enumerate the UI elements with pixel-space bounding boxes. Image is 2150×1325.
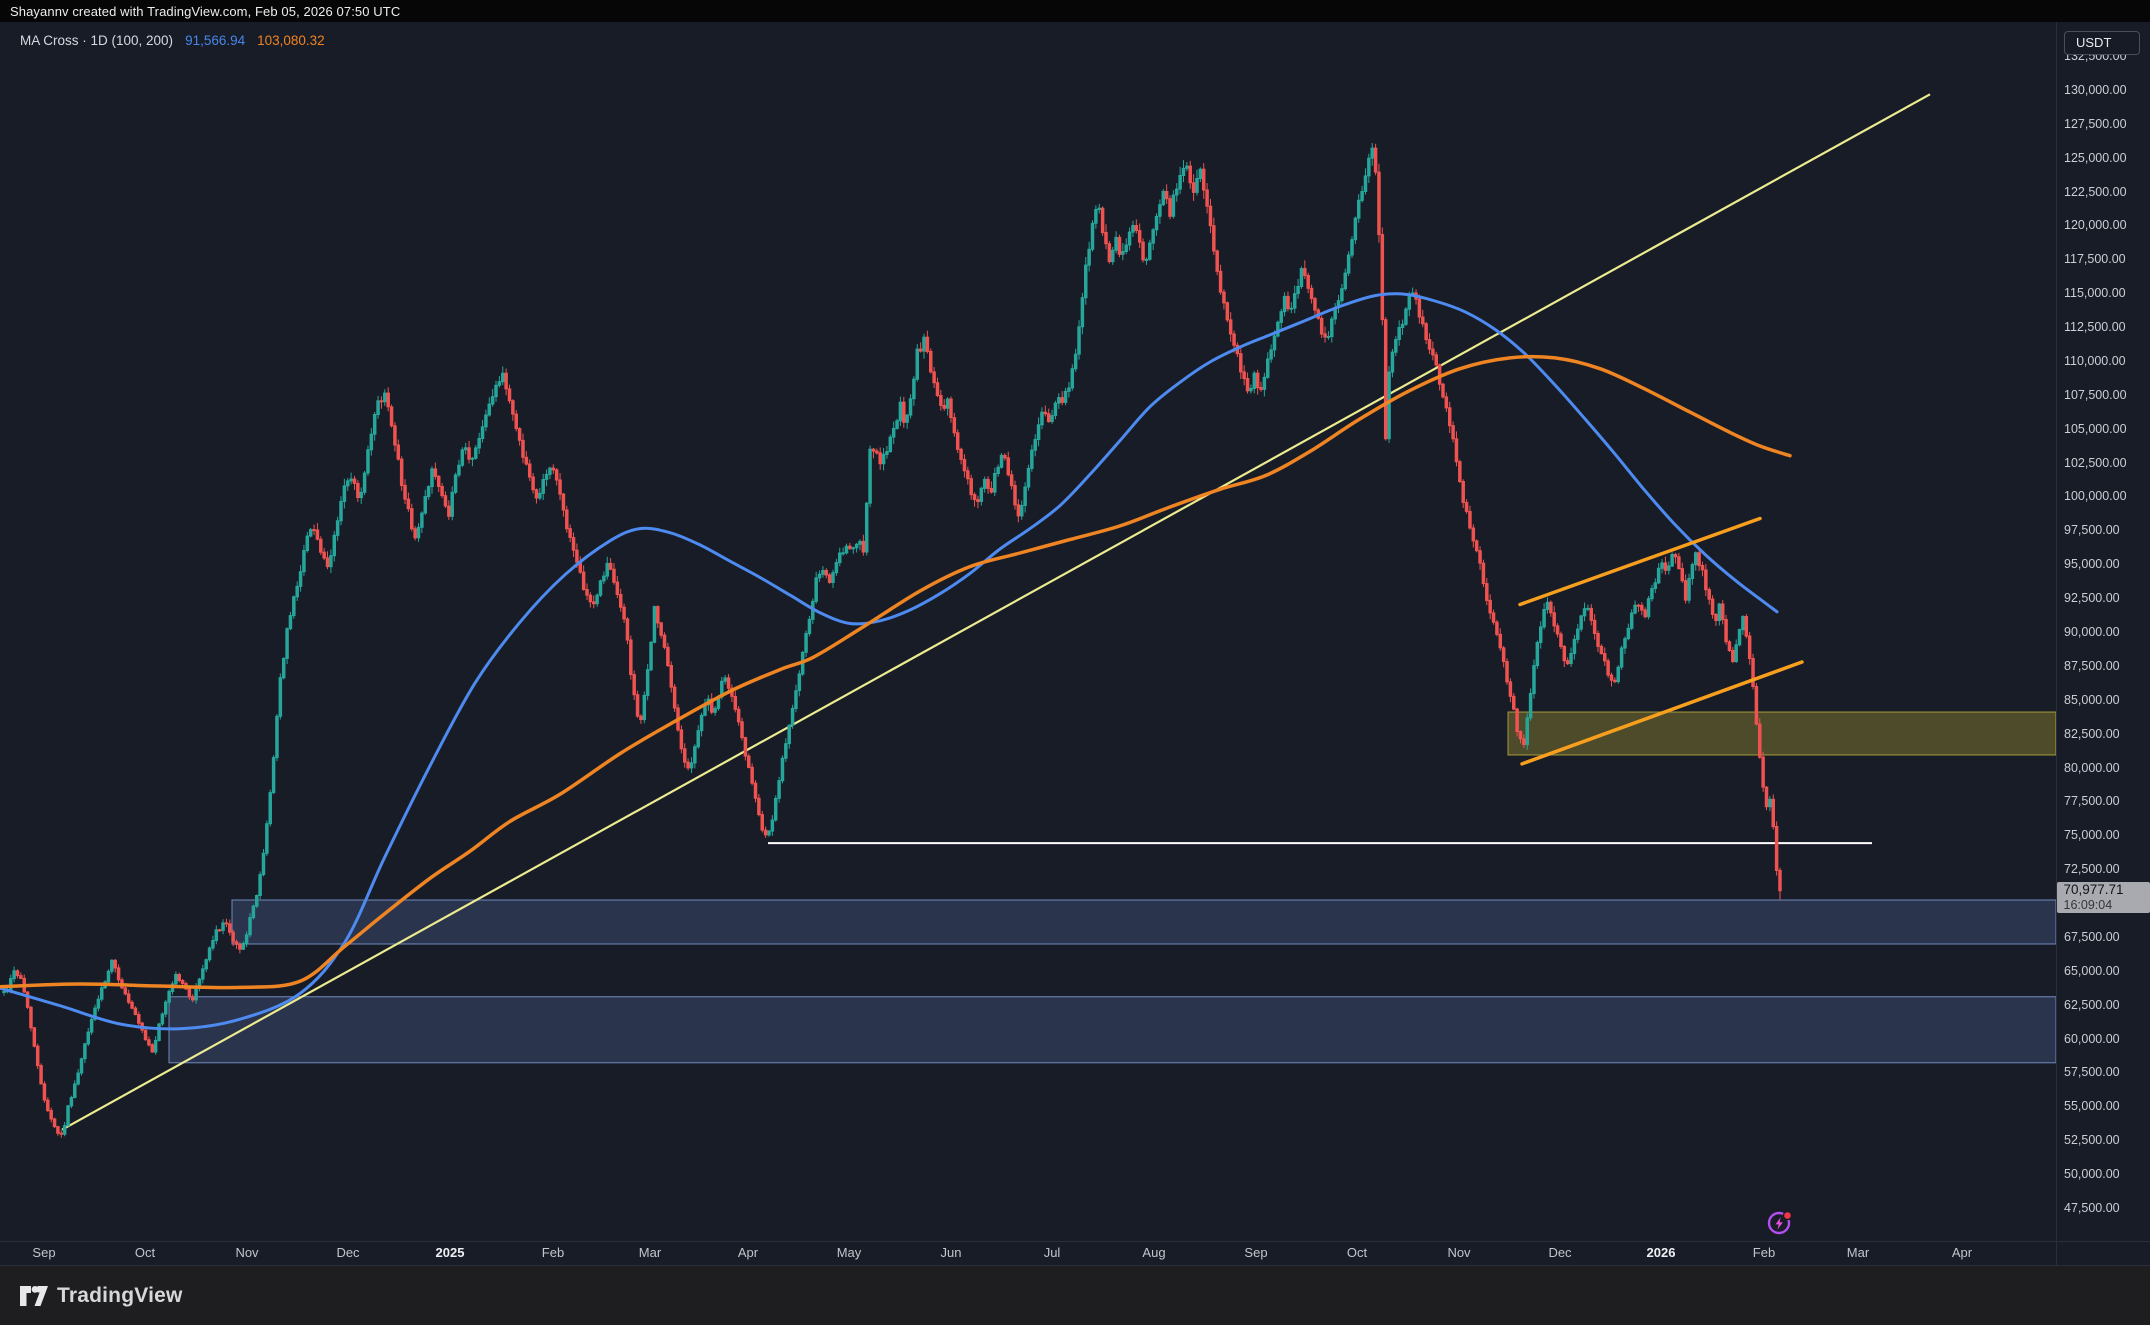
tradingview-logo-icon (20, 1285, 48, 1306)
time-tick-label: Mar (638, 1245, 662, 1260)
price-tick-label: 62,500.00 (2064, 997, 2120, 1012)
time-tick-label: Nov (235, 1245, 259, 1260)
price-tick-label: 120,000.00 (2064, 218, 2127, 233)
ma200-line (0, 354, 1792, 990)
time-tick-label: Dec (1548, 1245, 1572, 1260)
last-price-value: 70,977.71 (2063, 881, 2124, 897)
price-tick-label: 95,000.00 (2064, 557, 2120, 572)
time-tick-label: Oct (134, 1245, 156, 1260)
time-tick-label: Sep (1244, 1245, 1268, 1260)
demand-zone-upper (231, 899, 2056, 945)
footer: TradingView (0, 1266, 2150, 1325)
last-price-label: 70,977.71 16:09:04 (2056, 881, 2150, 913)
time-tick-label: Nov (1447, 1245, 1471, 1260)
channel-lower-trendline[interactable] (1520, 660, 1804, 766)
price-tick-label: 50,000.00 (2064, 1167, 2120, 1182)
price-tick-label: 67,500.00 (2064, 929, 2120, 944)
price-tick-label: 117,500.00 (2064, 252, 2126, 267)
currency-button[interactable]: USDT (2064, 31, 2140, 55)
time-tick-label: Feb (541, 1245, 565, 1260)
price-tick-label: 115,000.00 (2064, 286, 2126, 301)
time-tick-label: Apr (737, 1245, 759, 1260)
price-tick-label: 105,000.00 (2064, 421, 2127, 436)
price-tick-label: 82,500.00 (2064, 726, 2120, 741)
price-tick-label: 130,000.00 (2064, 82, 2127, 97)
price-tick-label: 55,000.00 (2064, 1099, 2120, 1114)
tradingview-logo[interactable]: TradingView (20, 1283, 183, 1309)
ma100-line (0, 292, 1779, 1031)
time-tick-label: Mar (1846, 1245, 1870, 1260)
time-tick-label: Sep (32, 1245, 56, 1260)
time-tick-label: 2025 (435, 1245, 465, 1260)
price-tick-label: 57,500.00 (2064, 1065, 2120, 1080)
time-axis-separator (0, 1241, 2150, 1242)
yellow-trendline[interactable] (61, 93, 1931, 1131)
attribution-bar: Shayannv created with TradingView.com, F… (0, 0, 2150, 22)
ma100-value: 91,566.94 (185, 33, 246, 48)
time-axis[interactable]: Sep Oct Nov Dec 2025 Feb Mar Apr May Jun Jul Aug Sep… (0, 1242, 2056, 1265)
price-tick-label: 125,000.00 (2064, 150, 2127, 165)
price-tick-label: 87,500.00 (2064, 658, 2120, 673)
price-tick-label: 122,500.00 (2064, 184, 2127, 199)
price-tick-label: 92,500.00 (2064, 591, 2120, 606)
time-tick-label: May (836, 1245, 862, 1260)
time-tick-label: Aug (1142, 1245, 1166, 1260)
ma200-value: 103,080.32 (257, 33, 325, 48)
price-tick-label: 52,500.00 (2064, 1133, 2120, 1148)
price-tick-label: 107,500.00 (2064, 387, 2127, 402)
price-tick-label: 65,000.00 (2064, 963, 2120, 978)
price-tick-label: 85,000.00 (2064, 692, 2120, 707)
time-tick-label: 2026 (1646, 1245, 1676, 1260)
price-tick-label: 72,500.00 (2064, 862, 2120, 877)
price-tick-label: 80,000.00 (2064, 760, 2120, 775)
candles-up (2, 143, 1772, 1137)
lightning-event-icon[interactable] (1766, 1209, 1794, 1237)
price-tick-label: 90,000.00 (2064, 625, 2120, 639)
price-tick-label: 127,500.00 (2064, 116, 2127, 131)
price-tick-label: 60,000.00 (2064, 1031, 2120, 1046)
footer-separator (0, 1265, 2150, 1266)
price-tick-label: 47,500.00 (2064, 1200, 2120, 1215)
channel-upper-trendline[interactable] (1518, 516, 1762, 607)
price-tick-label: 102,500.00 (2064, 455, 2127, 470)
time-tick-label: Dec (336, 1245, 360, 1260)
price-tick-label: 110,000.00 (2064, 353, 2126, 368)
price-tick-label: 75,000.00 (2064, 828, 2120, 843)
price-tick-label: 112,500.00 (2064, 320, 2126, 335)
price-tick-label: 97,500.00 (2064, 523, 2120, 538)
demand-zone-lower (168, 996, 2056, 1064)
indicator-legend[interactable]: MA Cross · 1D (100, 200) 91,566.94 103,0… (20, 33, 325, 48)
time-tick-label: Jul (1043, 1245, 1061, 1260)
price-tick-label: 77,500.00 (2064, 794, 2120, 809)
supply-box (1507, 711, 2056, 756)
price-axis-separator (2056, 22, 2057, 1266)
tradingview-logo-text: TradingView (57, 1283, 183, 1307)
time-tick-label: Apr (1951, 1245, 1973, 1260)
bar-countdown: 16:09:04 (2063, 897, 2113, 912)
notification-dot-icon (1782, 1210, 1793, 1221)
candles-down (15, 143, 1782, 1138)
price-tick-label: 100,000.00 (2064, 489, 2127, 504)
time-tick-label: Jun (940, 1245, 962, 1260)
time-tick-label: Oct (1346, 1245, 1368, 1260)
price-axis[interactable]: 132,500.00 130,000.00 127,500.00 125,000.00… (2056, 22, 2150, 1241)
event-circle-icon (1767, 1211, 1791, 1235)
lightning-bolt-icon (1775, 1217, 1783, 1230)
attribution-text: Shayannv created with TradingView.com, F… (10, 3, 401, 19)
time-tick-label: Feb (1752, 1245, 1776, 1260)
indicator-title: MA Cross · 1D (100, 200) (20, 33, 174, 48)
